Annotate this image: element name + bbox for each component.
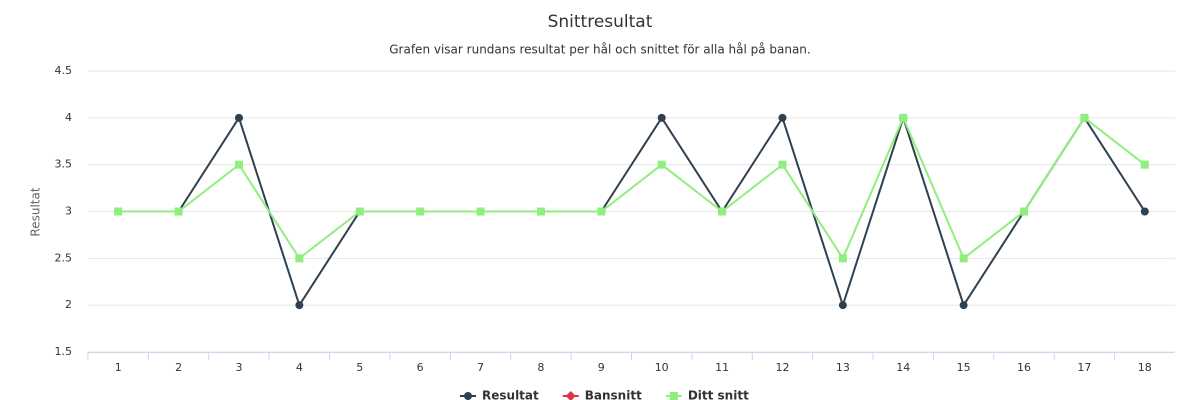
point [536,207,545,216]
point [778,160,787,169]
point [657,160,666,169]
point [718,207,727,216]
point [1140,207,1149,216]
y-tick-label: 1.5 [55,345,73,358]
x-tick-label: 13 [836,361,850,374]
x-tick-label: 2 [175,361,182,374]
chart-subtitle: Grafen visar rundans resultat per hål oc… [389,43,810,57]
x-tick-label: 3 [235,361,242,374]
point [597,207,606,216]
legend-label: Resultat [482,389,539,400]
point [295,254,304,263]
legend-marker [669,392,678,400]
x-tick-label: 17 [1077,361,1091,374]
point [1080,113,1089,122]
y-tick-label: 3.5 [55,158,73,171]
x-tick-label: 14 [896,361,910,374]
series-line [118,115,1146,261]
point [174,207,183,216]
legend-label: Bansnitt [585,389,642,400]
x-tick-label: 4 [296,361,303,374]
point [838,301,847,310]
x-tick-label: 12 [775,361,789,374]
y-tick-label: 4.5 [55,64,73,77]
point [899,113,908,122]
x-tick-label: 10 [655,361,669,374]
point [295,301,304,310]
point [114,207,123,216]
point [1140,160,1149,169]
point [959,254,968,263]
point [778,113,787,122]
x-tick-label: 8 [537,361,544,374]
x-tick-label: 7 [477,361,484,374]
x-tick-label: 9 [598,361,605,374]
y-axis-label: Resultat [29,187,43,236]
series-line [118,114,1146,309]
x-tick-label: 11 [715,361,729,374]
point [416,207,425,216]
legend-label: Ditt snitt [688,389,749,400]
x-tick-label: 15 [957,361,971,374]
x-tick-label: 1 [115,361,122,374]
legend-marker [464,392,472,400]
point [476,207,485,216]
y-tick-label: 3 [65,205,72,218]
point [838,254,847,263]
legend-marker [565,391,576,400]
y-tick-label: 2.5 [55,251,73,264]
point [355,207,364,216]
point [657,113,666,122]
x-tick-label: 18 [1138,361,1152,374]
point [234,160,243,169]
y-tick-label: 4 [65,111,72,124]
y-tick-label: 2 [65,298,72,311]
x-tick-label: 16 [1017,361,1031,374]
chart-title: Snittresultat [548,12,653,32]
x-tick-label: 6 [417,361,424,374]
point [1020,207,1029,216]
x-tick-label: 5 [356,361,363,374]
point [234,113,243,122]
point [959,301,968,310]
